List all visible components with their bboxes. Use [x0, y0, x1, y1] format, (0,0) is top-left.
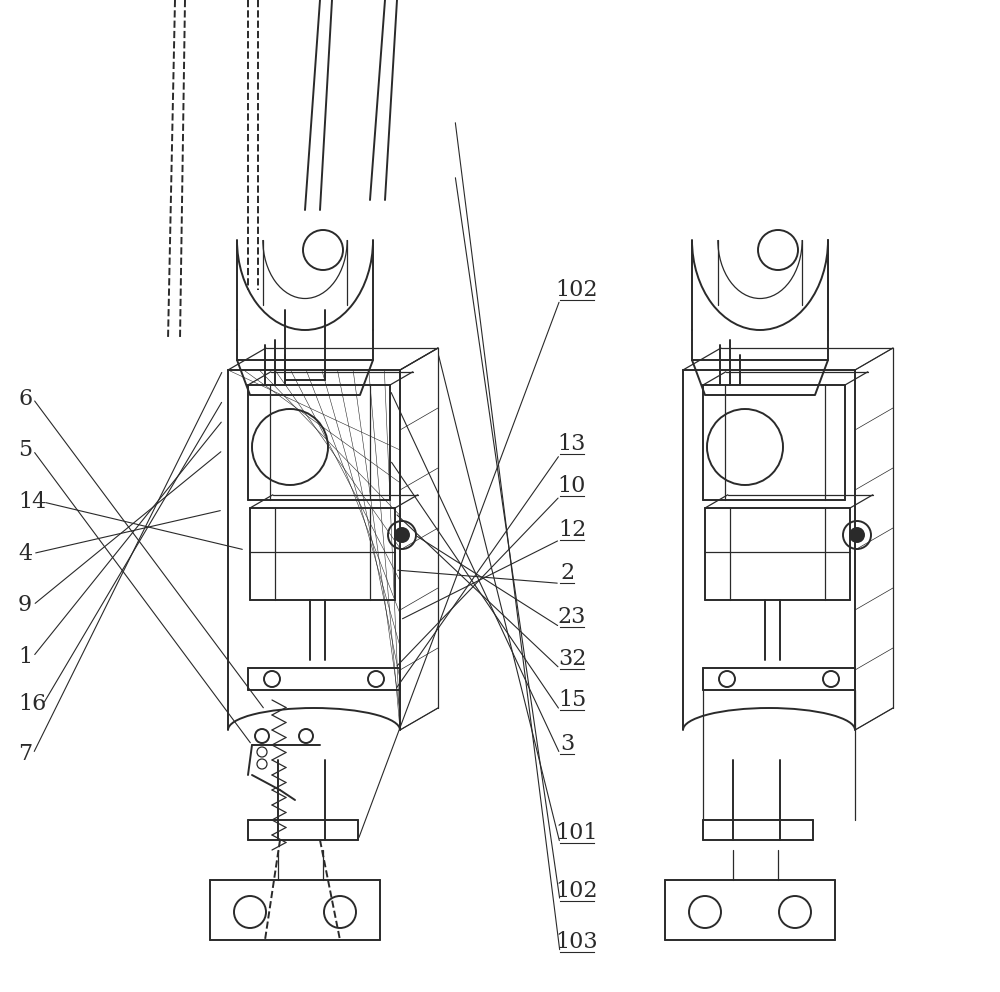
- Text: 14: 14: [18, 491, 46, 513]
- Text: 4: 4: [18, 543, 32, 564]
- Text: 5: 5: [18, 439, 32, 461]
- Text: 3: 3: [560, 733, 574, 755]
- Text: 7: 7: [18, 743, 32, 765]
- Text: 1: 1: [18, 646, 32, 668]
- Text: 15: 15: [558, 689, 586, 711]
- Text: 9: 9: [18, 594, 32, 616]
- Text: 103: 103: [556, 931, 598, 953]
- Text: 102: 102: [556, 279, 598, 301]
- Text: 12: 12: [558, 519, 586, 541]
- Text: 13: 13: [558, 434, 586, 455]
- Text: 101: 101: [556, 822, 598, 844]
- Text: 23: 23: [558, 606, 586, 628]
- Circle shape: [395, 528, 409, 542]
- Text: 6: 6: [18, 388, 32, 410]
- Text: 102: 102: [556, 880, 598, 902]
- Text: 32: 32: [558, 648, 586, 670]
- Text: 16: 16: [18, 693, 46, 715]
- Circle shape: [850, 528, 864, 542]
- Text: 2: 2: [560, 562, 574, 584]
- Text: 10: 10: [558, 475, 586, 497]
